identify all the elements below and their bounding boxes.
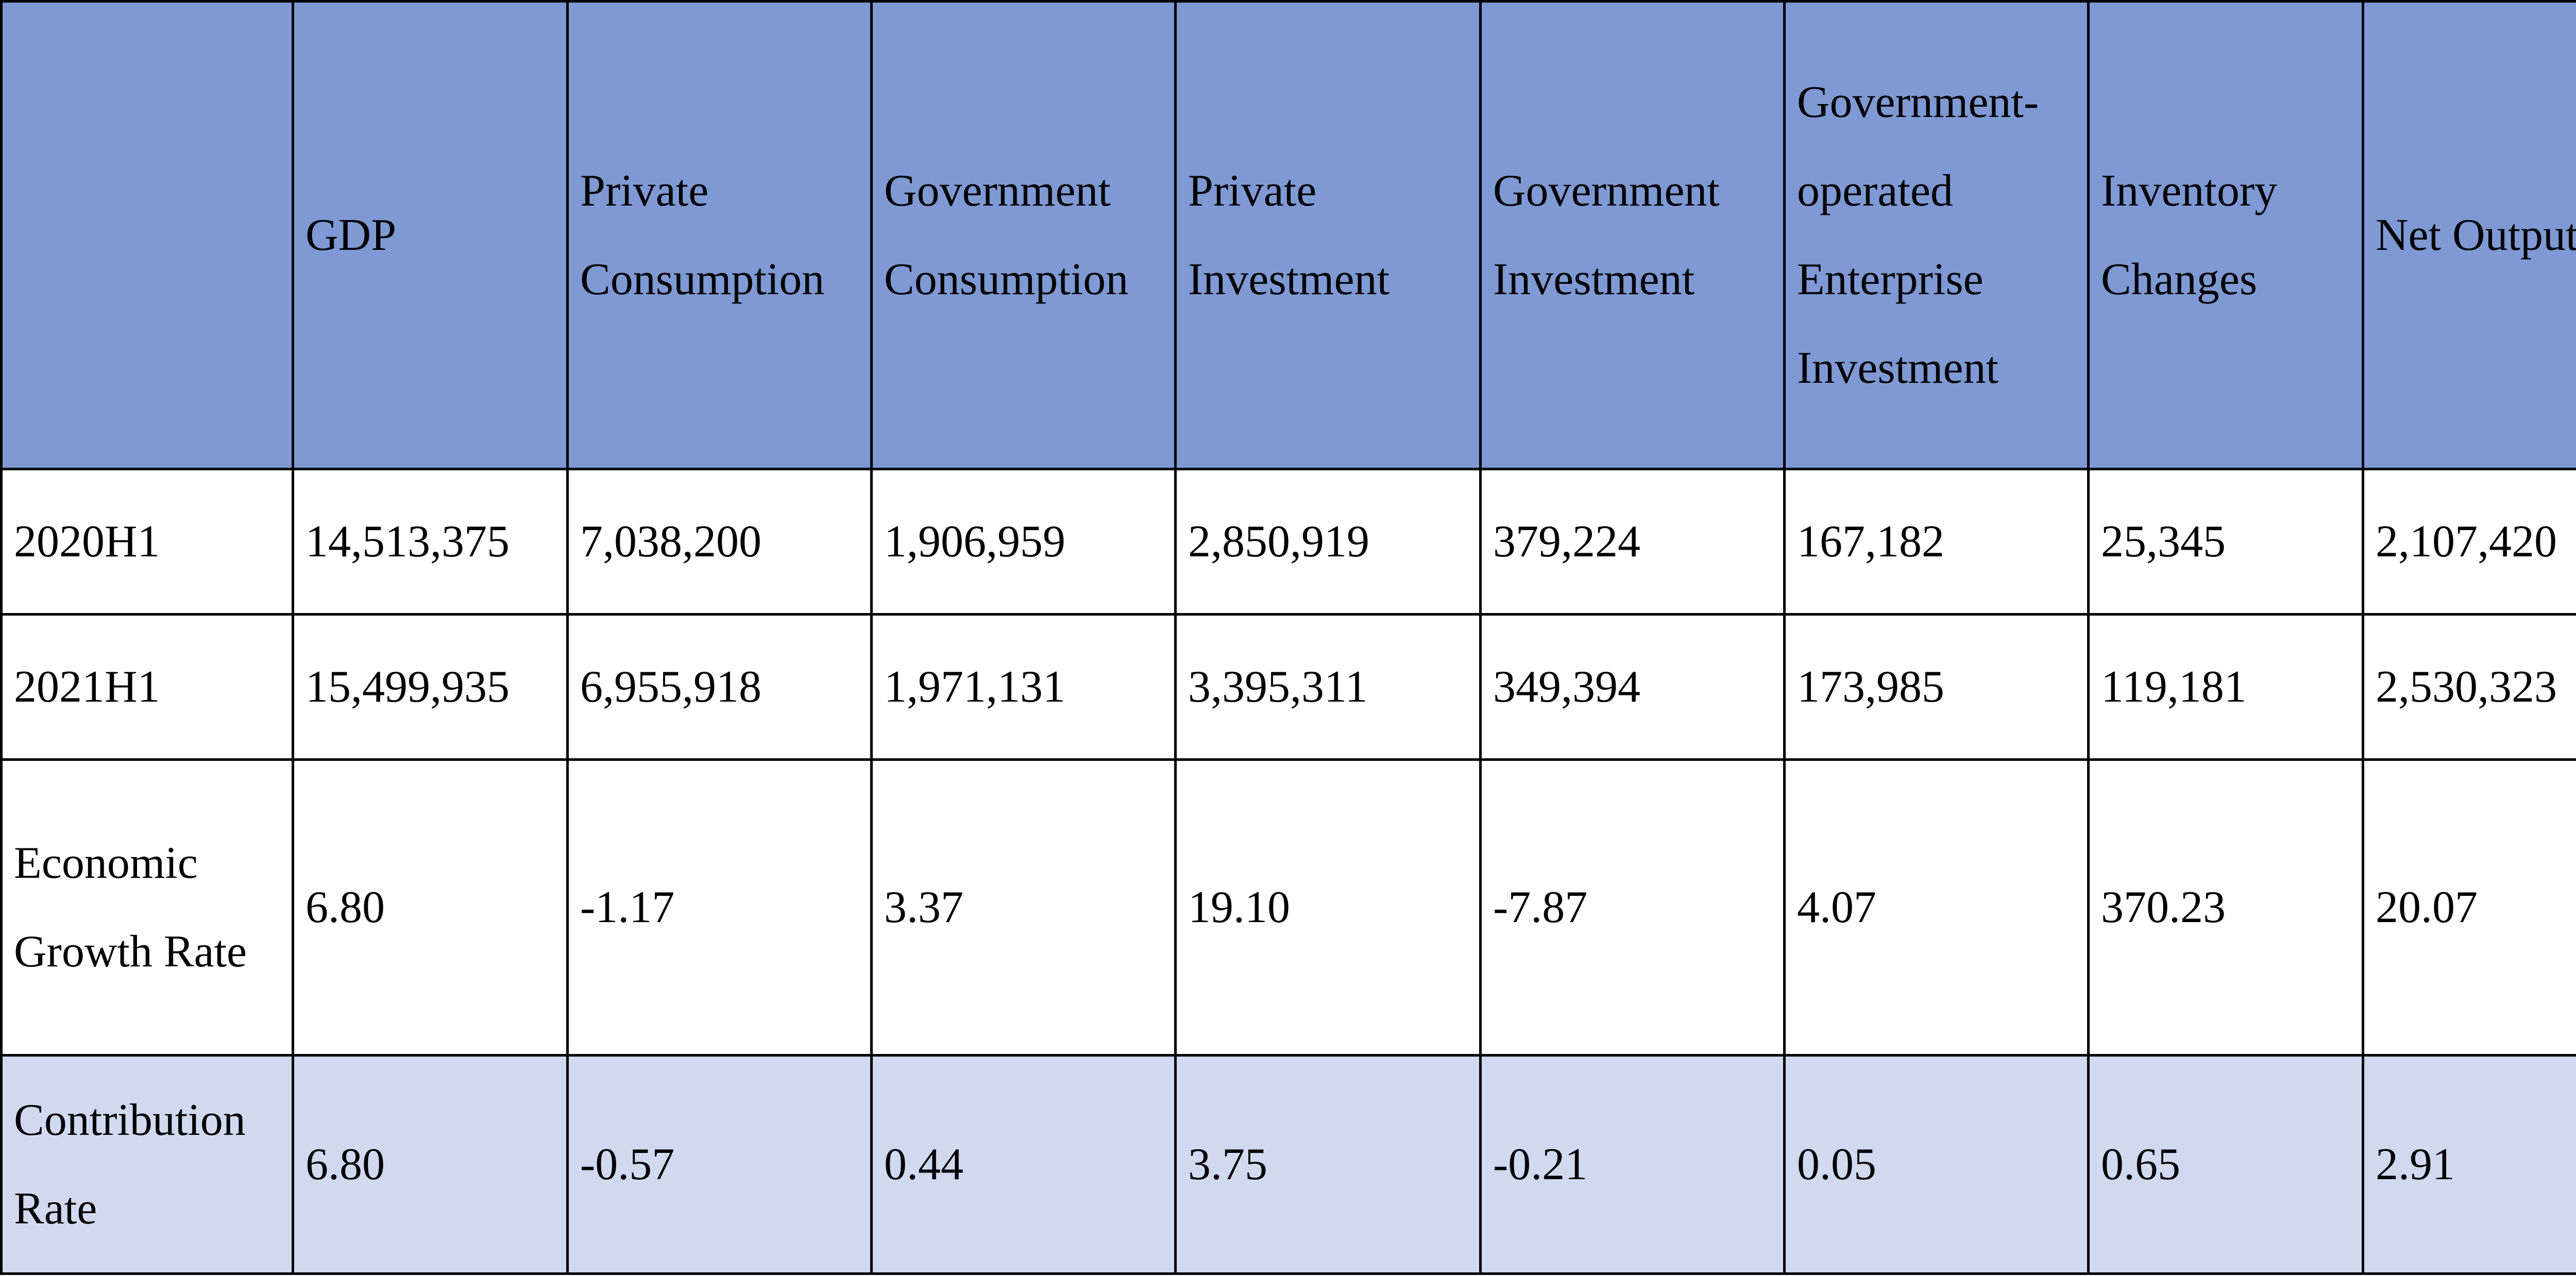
table-cell: -0.21: [1479, 1054, 1786, 1275]
row-label: 2020H1: [0, 468, 294, 616]
table-cell: 7,038,200: [566, 468, 873, 616]
row-label: Economic Growth Rate: [0, 758, 294, 1057]
table-cell: 379,224: [1479, 468, 1786, 616]
header-gdp: GDP: [292, 0, 569, 470]
header-government-investment: Government Investment: [1479, 0, 1786, 470]
table-cell: 173,985: [1783, 613, 2090, 761]
table-cell: 1,906,959: [870, 468, 1177, 616]
table-cell: 19.10: [1174, 758, 1482, 1057]
table-cell: 119,181: [2087, 613, 2364, 761]
header-government-consumption: Government Consumption: [870, 0, 1177, 470]
table-cell: 14,513,375: [292, 468, 569, 616]
header-corner-cell: [0, 0, 294, 470]
table-cell: 15,499,935: [292, 613, 569, 761]
table-cell: 6.80: [292, 1054, 569, 1275]
table-cell: 25,345: [2087, 468, 2364, 616]
table-cell: -0.57: [566, 1054, 873, 1275]
table-cell: 2,107,420: [2362, 468, 2576, 616]
header-private-consumption: Private Consumption: [566, 0, 873, 470]
table-cell: 349,394: [1479, 613, 1786, 761]
table-cell: 0.05: [1783, 1054, 2090, 1275]
header-net-output: Net Output: [2362, 0, 2576, 470]
table-row-economic-growth-rate: Economic Growth Rate 6.80 -1.17 3.37 19.…: [0, 758, 2576, 1057]
table-cell: 6.80: [292, 758, 569, 1057]
header-government-enterprise-investment: Government-operated Enterprise Investmen…: [1783, 0, 2090, 470]
table-cell: 3,395,311: [1174, 613, 1482, 761]
table-cell: 3.37: [870, 758, 1177, 1057]
table-cell: 370.23: [2087, 758, 2364, 1057]
table-header-row: GDP Private Consumption Government Consu…: [0, 0, 2576, 470]
table-row-2020h1: 2020H1 14,513,375 7,038,200 1,906,959 2,…: [0, 468, 2576, 616]
table-cell: -1.17: [566, 758, 873, 1057]
table-cell: -7.87: [1479, 758, 1786, 1057]
header-private-investment: Private Investment: [1174, 0, 1482, 470]
table-cell: 1,971,131: [870, 613, 1177, 761]
table-cell: 2,850,919: [1174, 468, 1482, 616]
table-cell: 0.44: [870, 1054, 1177, 1275]
row-label: Contribution Rate: [0, 1054, 294, 1275]
table-cell: 3.75: [1174, 1054, 1482, 1275]
table-cell: 0.65: [2087, 1054, 2364, 1275]
table-cell: 4.07: [1783, 758, 2090, 1057]
row-label: 2021H1: [0, 613, 294, 761]
table-row-2021h1: 2021H1 15,499,935 6,955,918 1,971,131 3,…: [0, 613, 2576, 761]
header-inventory-changes: Inventory Changes: [2087, 0, 2364, 470]
table-cell: 6,955,918: [566, 613, 873, 761]
table-cell: 2,530,323: [2362, 613, 2576, 761]
table-cell: 2.91: [2362, 1054, 2576, 1275]
table-row-contribution-rate: Contribution Rate 6.80 -0.57 0.44 3.75 -…: [0, 1054, 2576, 1275]
table-cell: 20.07: [2362, 758, 2576, 1057]
table-cell: 167,182: [1783, 468, 2090, 616]
